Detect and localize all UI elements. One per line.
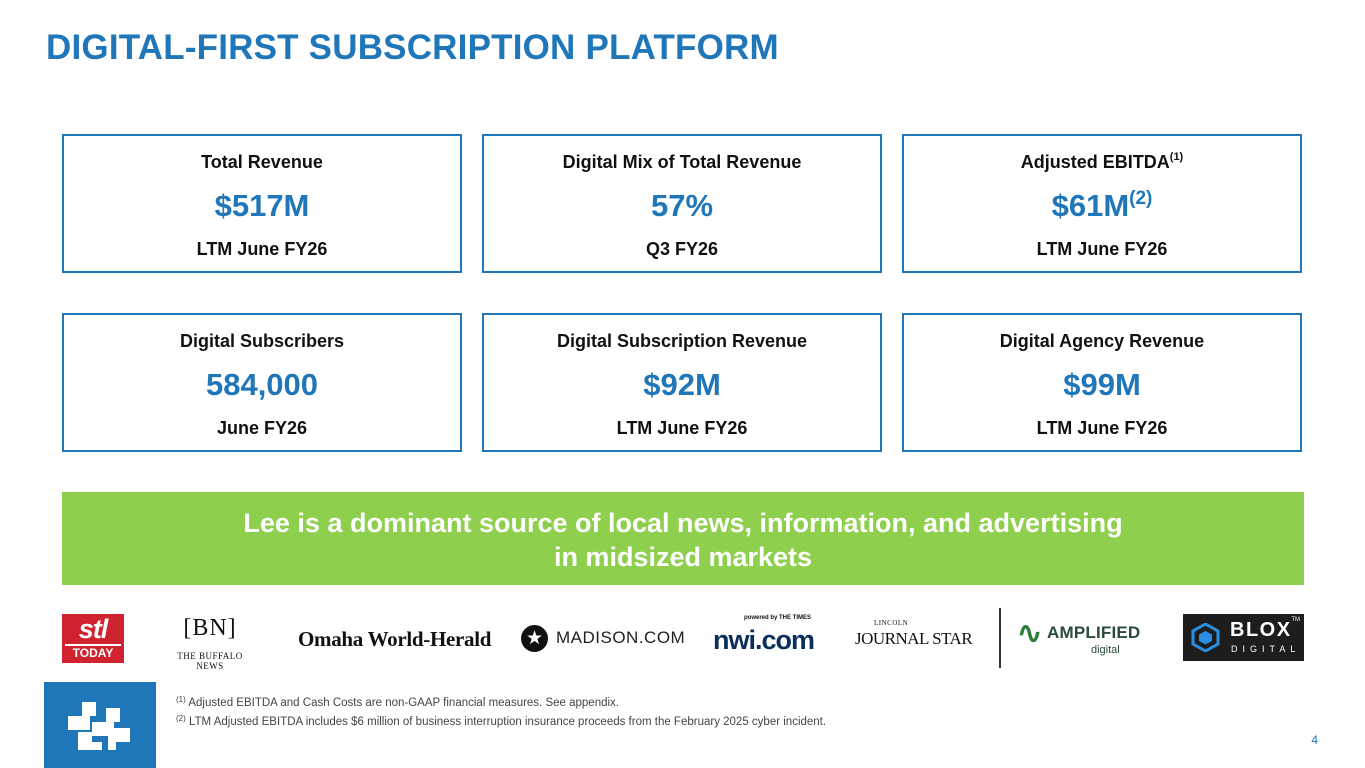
banner-line-1: Lee is a dominant source of local news, … [243, 508, 1123, 538]
kpi-card-total-revenue: Total Revenue $517M LTM June FY26 [62, 134, 462, 273]
kpi-value: 584,000 [205, 367, 319, 402]
madison-com-text: MADISON.COM [556, 628, 686, 647]
stltoday-logo: stl TODAY [62, 614, 124, 663]
amplified-word: AMPLIFIED [1047, 623, 1141, 642]
kpi-label: Total Revenue [201, 152, 323, 172]
kpi-period: LTM June FY26 [1036, 418, 1168, 438]
blox-word: BLOX [1230, 619, 1292, 641]
logo-divider [999, 608, 1001, 668]
blox-cube-icon [1191, 623, 1220, 652]
kpi-label-note: (1) [1169, 151, 1184, 163]
omaha-world-herald-logo: Omaha World-Herald [298, 627, 492, 651]
banner-line-2: in midsized markets [553, 542, 813, 572]
footnote-1: (1) Adjusted EBITDA and Cash Costs are n… [176, 692, 826, 711]
stltoday-logo-mark: stl [78, 614, 109, 644]
page-title: DIGITAL-FIRST SUBSCRIPTION PLATFORM [46, 28, 779, 67]
footnote-text: LTM Adjusted EBITDA includes $6 million … [188, 716, 827, 728]
kpi-value: $61M [1051, 188, 1130, 223]
ljs-city: LINCOLN [874, 619, 909, 627]
footnote-2: (2) LTM Adjusted EBITDA includes $6 mill… [176, 711, 826, 730]
amplified-digital-logo: ∿ AMPLIFIED digital [1017, 617, 1147, 659]
nwi-text: nwi.com [713, 625, 815, 655]
blox-trademark: TM [1291, 617, 1300, 623]
kpi-period: LTM June FY26 [196, 239, 328, 259]
kpi-value-note: (2) [1129, 188, 1153, 209]
lincoln-journal-star-logo: LINCOLN JOURNAL STAR [855, 619, 980, 659]
stltoday-logo-sub: TODAY [65, 644, 121, 660]
footnote-marker: (1) [176, 695, 186, 704]
kpi-card-digital-agency-revenue: Digital Agency Revenue $99M LTM June FY2… [902, 313, 1302, 452]
kpi-card-digital-mix: Digital Mix of Total Revenue 57% Q3 FY26 [482, 134, 882, 273]
kpi-label: Digital Subscribers [179, 331, 345, 351]
buffalo-news-logo: [BN] THE BUFFALO NEWS [166, 613, 254, 671]
brand-logo-strip: stl TODAY [BN] THE BUFFALO NEWS Omaha Wo… [0, 605, 1365, 671]
nwi-com-logo: powered by THE TIMES nwi.com [713, 615, 815, 663]
value-proposition-banner: Lee is a dominant source of local news, … [62, 492, 1304, 585]
kpi-period: LTM June FY26 [1036, 239, 1168, 259]
buffalo-news-mark: [BN] [183, 615, 237, 641]
kpi-card-digital-subscribers: Digital Subscribers 584,000 June FY26 [62, 313, 462, 452]
kpi-card-adjusted-ebitda: Adjusted EBITDA(1) $61M(2) LTM June FY26 [902, 134, 1302, 273]
footnotes: (1) Adjusted EBITDA and Cash Costs are n… [176, 692, 826, 730]
ljs-name: JOURNAL STAR [855, 629, 973, 648]
kpi-period: June FY26 [216, 418, 308, 438]
amplified-wave-icon: ∿ [1017, 617, 1043, 650]
kpi-value: $517M [214, 188, 310, 223]
star-icon: ★ [521, 624, 548, 652]
kpi-value: $99M [1063, 367, 1141, 402]
amplified-sub: digital [1091, 644, 1120, 656]
footnote-text: Adjusted EBITDA and Cash Costs are non-G… [188, 697, 619, 709]
kpi-label: Digital Subscription Revenue [556, 331, 808, 351]
kpi-label: Digital Mix of Total Revenue [562, 152, 802, 172]
blox-sub: DIGITAL [1231, 644, 1301, 654]
lee-logo [44, 682, 156, 768]
nwi-tagline: powered by THE TIMES [743, 615, 811, 621]
footnote-marker: (2) [176, 714, 186, 723]
blox-digital-logo: BLOX TM DIGITAL [1183, 614, 1304, 661]
kpi-value: 57% [650, 188, 714, 223]
kpi-label: Digital Agency Revenue [999, 331, 1205, 351]
kpi-card-digital-subscription-revenue: Digital Subscription Revenue $92M LTM Ju… [482, 313, 882, 452]
kpi-period: Q3 FY26 [645, 239, 719, 259]
kpi-period: LTM June FY26 [616, 418, 748, 438]
page-number: 4 [1311, 733, 1318, 747]
kpi-value: $92M [643, 367, 721, 402]
kpi-label: Adjusted EBITDA [1020, 152, 1170, 172]
lee-mark-icon [68, 702, 130, 750]
madison-com-logo: ★ MADISON.COM [521, 623, 685, 653]
buffalo-news-name: THE BUFFALO NEWS [177, 651, 243, 671]
